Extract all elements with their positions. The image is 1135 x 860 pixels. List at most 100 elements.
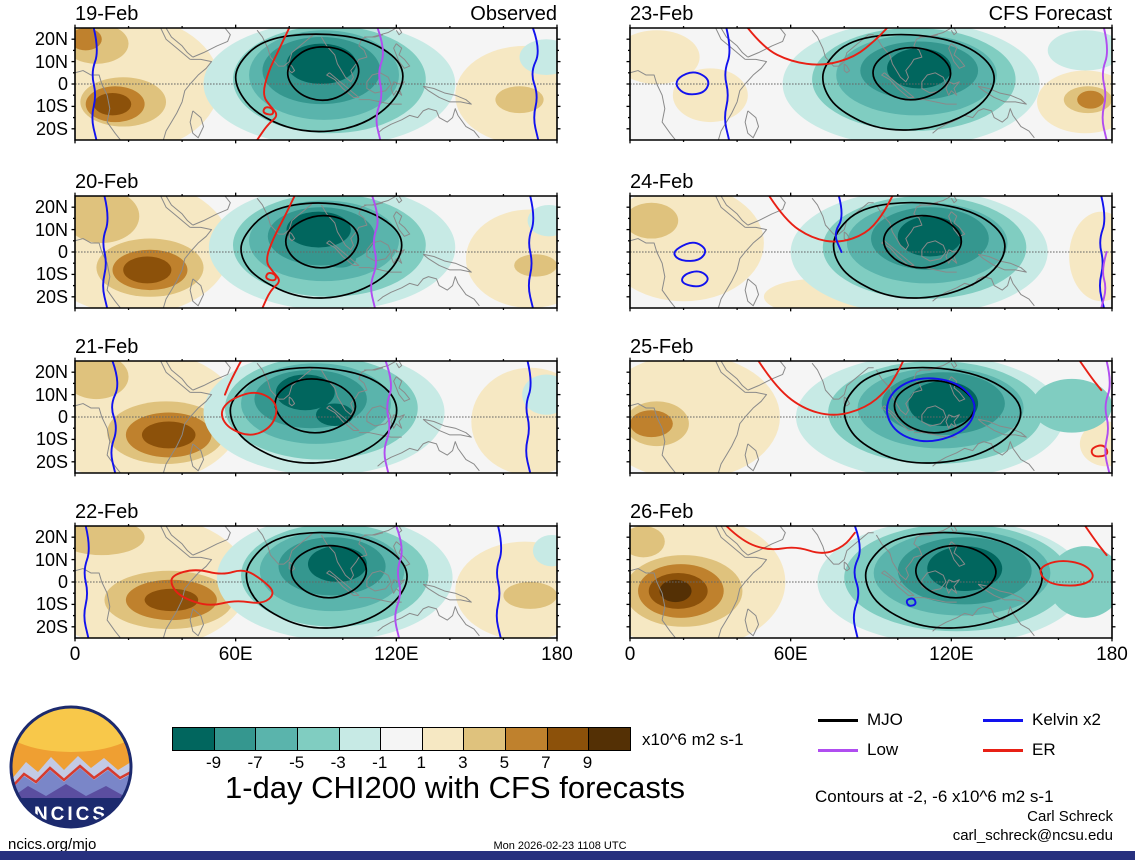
map-fill-layer	[630, 526, 1112, 638]
panel-date: 26-Feb	[630, 501, 694, 523]
kelvin-contour	[907, 599, 916, 606]
x-tick-label: 60E	[773, 644, 808, 665]
coastline	[166, 526, 193, 555]
coastline	[423, 254, 471, 272]
coastline	[946, 580, 959, 593]
footer-bar	[0, 851, 1135, 860]
map-panel-25-Feb	[630, 361, 1112, 473]
y-tick-label: 0	[57, 572, 68, 592]
mjo-contour	[866, 533, 1042, 628]
coastline	[876, 35, 938, 82]
panel-date: 23-Feb	[630, 3, 694, 25]
x-tick-label: 0	[69, 644, 81, 665]
coastline	[163, 227, 211, 308]
coastline	[359, 433, 402, 437]
map-panel-26-Feb	[630, 526, 1112, 638]
coastline	[978, 254, 1026, 272]
coastline	[163, 59, 211, 140]
coastline	[193, 196, 230, 225]
coastline	[745, 279, 758, 306]
y-tick-label: 10N	[34, 549, 68, 570]
low-contour	[371, 196, 377, 308]
coastline	[257, 30, 319, 66]
kelvin-contour	[92, 28, 96, 140]
kelvin-contour	[111, 361, 117, 473]
coastline	[321, 35, 383, 82]
er-legend-label: ER	[1032, 740, 1056, 759]
coastline	[844, 64, 849, 73]
coastline	[946, 250, 959, 263]
x-tick-label: 120E	[374, 644, 419, 665]
coastline	[922, 406, 946, 426]
legend-item-er: ER	[983, 740, 1118, 760]
map-panel-24-Feb	[630, 196, 1112, 308]
column-header: Observed	[470, 3, 557, 25]
panel-border	[75, 28, 557, 140]
contours-note: Contours at -2, -6 x10^6 m2 s-1	[815, 787, 1054, 806]
coastline	[882, 73, 914, 98]
coastline	[394, 542, 410, 567]
map-panel-21-Feb	[75, 361, 557, 473]
colorbar-tick-label: 5	[499, 753, 510, 772]
coastline	[289, 397, 294, 406]
panel-date: 19-Feb	[75, 3, 139, 25]
map-fill-layer	[75, 526, 557, 638]
coastline	[716, 196, 745, 227]
mjo-legend-label: MJO	[867, 710, 903, 729]
mjo-contour	[275, 379, 355, 433]
panel-border	[630, 361, 1112, 473]
coastline	[423, 86, 471, 104]
coastline	[882, 571, 914, 596]
coastline	[748, 526, 785, 555]
low-legend-label: Low	[867, 740, 899, 759]
y-tick-label: 20N	[34, 362, 68, 383]
column-header: CFS Forecast	[988, 3, 1112, 25]
map-fill-layer	[75, 361, 557, 473]
colorbar-tick-label: 3	[458, 753, 468, 772]
panel-date: 21-Feb	[75, 336, 139, 358]
coastline	[166, 28, 193, 57]
kelvin-contour	[677, 72, 709, 94]
panel-border	[630, 526, 1112, 638]
coastline	[946, 82, 959, 95]
coastline	[844, 397, 849, 406]
coastline	[844, 562, 849, 571]
mjo-contour	[873, 48, 951, 100]
coastline	[378, 277, 480, 306]
contour-legend: MJO Kelvin x2 Low ER	[818, 710, 1118, 760]
mjo-contour	[230, 368, 396, 463]
colorbar-swatch	[422, 728, 465, 750]
coastline	[745, 111, 758, 138]
mjo-contour	[844, 368, 1020, 463]
kelvin-contour	[497, 526, 501, 638]
y-tick-label: 10S	[35, 429, 68, 450]
er-contour	[748, 28, 887, 65]
y-tick-label: 0	[57, 74, 68, 94]
coastline	[716, 526, 745, 557]
coastline	[876, 533, 938, 580]
y-tick-label: 20N	[34, 197, 68, 218]
coastline	[933, 442, 1035, 471]
y-tick-label: 0	[57, 242, 68, 262]
coastline	[748, 361, 785, 390]
coastline	[364, 361, 396, 370]
logo-red-ridge	[12, 764, 130, 789]
er-contour	[1092, 445, 1108, 456]
coastline	[190, 111, 203, 138]
coastline	[745, 609, 758, 636]
coastline	[289, 64, 294, 73]
coastline	[289, 562, 294, 571]
coastline	[327, 406, 359, 431]
x-tick-label: 0	[624, 644, 636, 665]
coastline	[367, 571, 391, 591]
coastline	[922, 241, 946, 261]
colorbar-swatch	[464, 728, 507, 750]
coastline	[327, 73, 359, 98]
coastline	[391, 415, 404, 428]
kelvin-contour	[854, 526, 860, 638]
er-contour	[257, 28, 289, 140]
panel-date: 20-Feb	[75, 171, 139, 193]
coastline	[949, 212, 965, 237]
coastline	[327, 241, 359, 266]
